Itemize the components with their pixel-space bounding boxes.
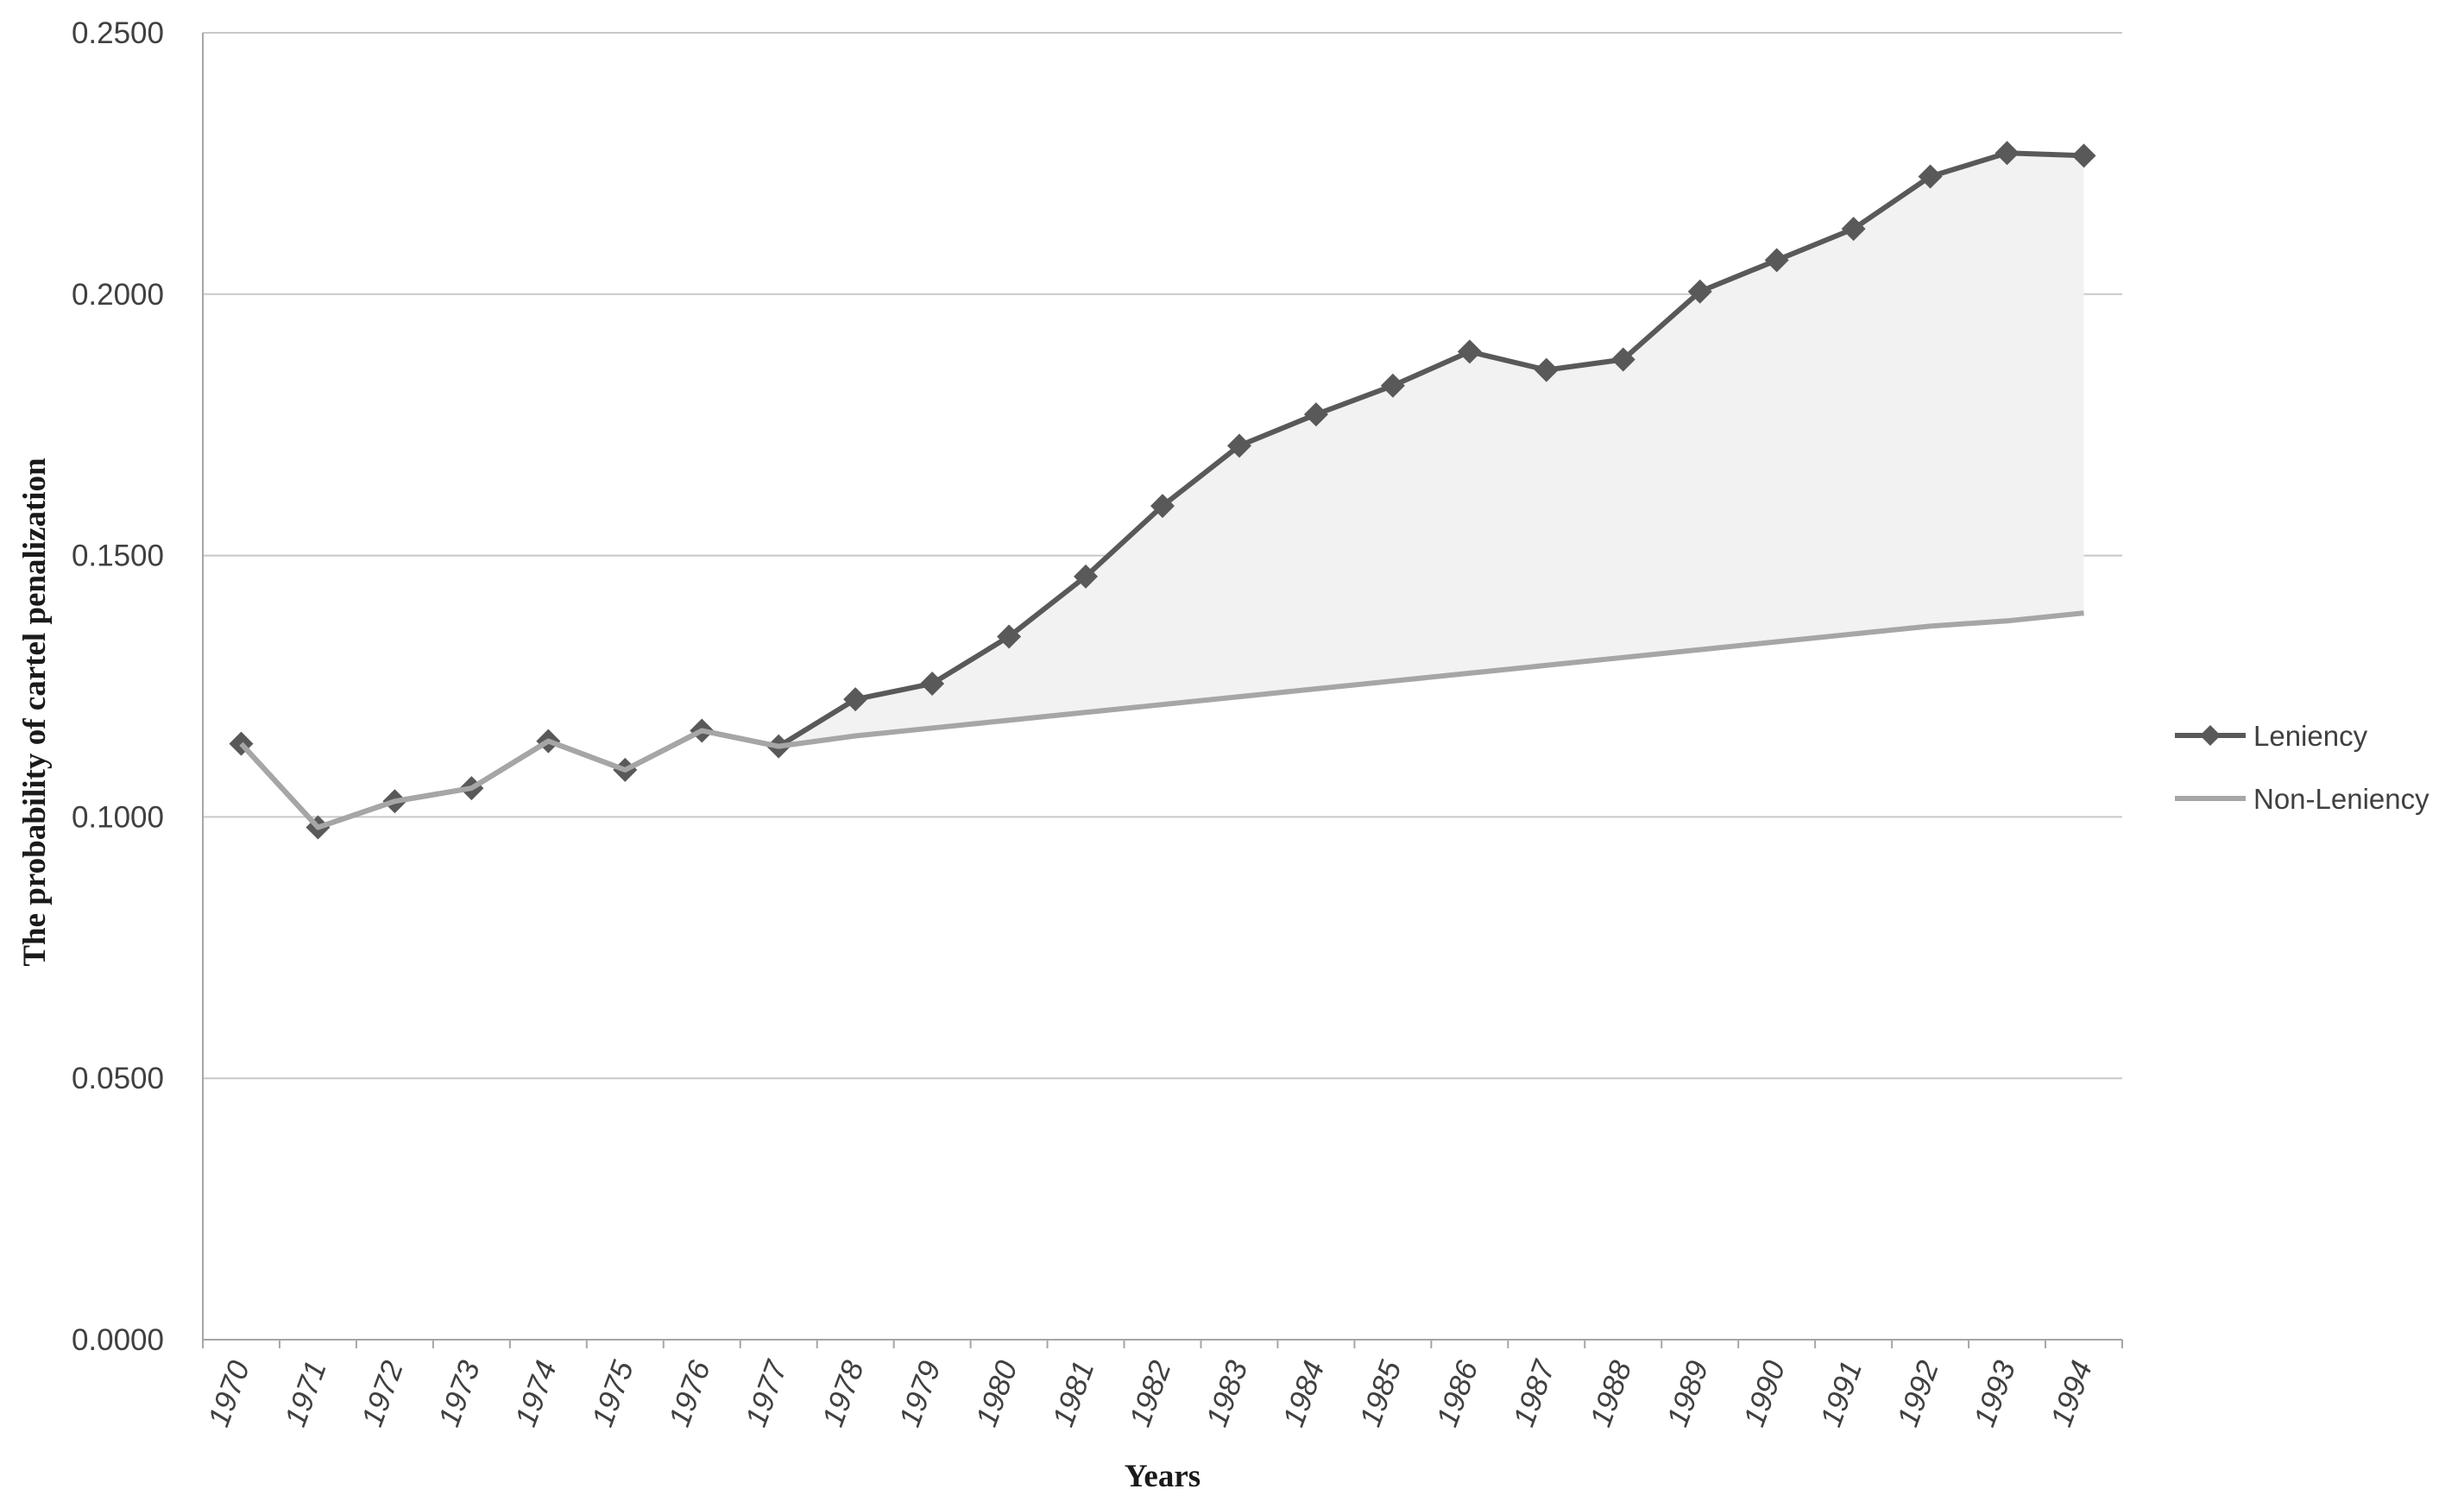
data-point-leniency xyxy=(1918,164,1943,189)
legend-item-leniency: Leniency xyxy=(2175,720,2368,752)
data-point-leniency xyxy=(1841,217,1866,242)
y-tick-label: 0.1500 xyxy=(72,539,164,573)
x-tick-label: 1976 xyxy=(662,1356,716,1431)
data-point-leniency xyxy=(1380,373,1405,398)
x-tick-label: 1990 xyxy=(1737,1356,1792,1431)
gap-area xyxy=(241,153,2084,828)
series xyxy=(229,141,2096,840)
data-point-leniency xyxy=(1610,347,1635,372)
x-tick-label: 1981 xyxy=(1046,1356,1100,1431)
y-tick-label: 0.2000 xyxy=(72,278,164,312)
series-non-leniency xyxy=(239,610,2084,830)
x-tick-label: 1992 xyxy=(1891,1356,1945,1431)
x-tick-label: 1982 xyxy=(1123,1356,1177,1431)
data-point-leniency xyxy=(1534,357,1559,382)
data-point-leniency xyxy=(1150,494,1175,519)
y-axis-title: The probability of cartel penalization xyxy=(17,457,53,967)
x-tick-label: 1987 xyxy=(1507,1355,1562,1431)
x-tick-label: 1973 xyxy=(432,1356,487,1431)
data-point-leniency xyxy=(1226,433,1251,458)
legend: Leniency Non-Leniency xyxy=(2175,720,2429,815)
data-point-leniency xyxy=(1687,279,1712,304)
data-point-leniency xyxy=(997,624,1022,649)
y-tick-label: 0.0500 xyxy=(72,1062,164,1095)
x-tick-label: 1984 xyxy=(1276,1356,1331,1431)
data-point-leniency xyxy=(1457,339,1482,364)
legend-label-leniency: Leniency xyxy=(2253,720,2368,752)
x-tick-label: 1994 xyxy=(2045,1356,2099,1431)
data-point-leniency xyxy=(1995,141,2020,166)
x-tick-label: 1974 xyxy=(509,1356,564,1431)
x-tick-label: 1980 xyxy=(969,1356,1024,1431)
data-point-leniency xyxy=(1303,402,1328,427)
y-tick-label: 0.0000 xyxy=(72,1323,164,1357)
legend-marker-leniency xyxy=(2200,725,2221,746)
series-line-non-leniency xyxy=(239,610,2084,830)
x-tick-label: 1979 xyxy=(892,1356,947,1431)
x-tick-label: 1991 xyxy=(1814,1356,1868,1431)
tick-labels: 0.0000 0.0500 0.1000 0.1500 0.2000 0.2500 1970… xyxy=(72,16,2099,1431)
y-tick-label: 0.2500 xyxy=(72,16,164,50)
y-tick-label: 0.1000 xyxy=(72,800,164,834)
data-point-leniency xyxy=(920,671,945,696)
x-tick-label: 1978 xyxy=(816,1356,870,1431)
axes xyxy=(202,33,2123,1348)
x-axis-title: Years xyxy=(1125,1459,1200,1494)
x-tick-label: 1985 xyxy=(1353,1356,1408,1431)
legend-label-non-leniency: Non-Leniency xyxy=(2253,783,2429,815)
x-tick-label: 1988 xyxy=(1584,1356,1638,1431)
gap-area-fill xyxy=(241,153,2084,828)
x-tick-label: 1977 xyxy=(739,1355,794,1431)
x-tick-label: 1986 xyxy=(1430,1356,1484,1431)
x-tick-label: 1972 xyxy=(356,1356,410,1431)
x-tick-label: 1970 xyxy=(202,1356,256,1431)
x-tick-label: 1975 xyxy=(586,1356,640,1431)
x-tick-label: 1989 xyxy=(1661,1356,1715,1431)
x-tick-label: 1983 xyxy=(1200,1356,1254,1431)
data-point-leniency xyxy=(1764,248,1789,273)
data-point-leniency xyxy=(1074,564,1099,589)
data-point-leniency xyxy=(843,687,868,712)
x-tick-label: 1993 xyxy=(1968,1356,2022,1431)
data-point-leniency xyxy=(2071,143,2096,168)
legend-item-non-leniency: Non-Leniency xyxy=(2175,783,2429,815)
x-tick-label: 1971 xyxy=(279,1356,333,1431)
